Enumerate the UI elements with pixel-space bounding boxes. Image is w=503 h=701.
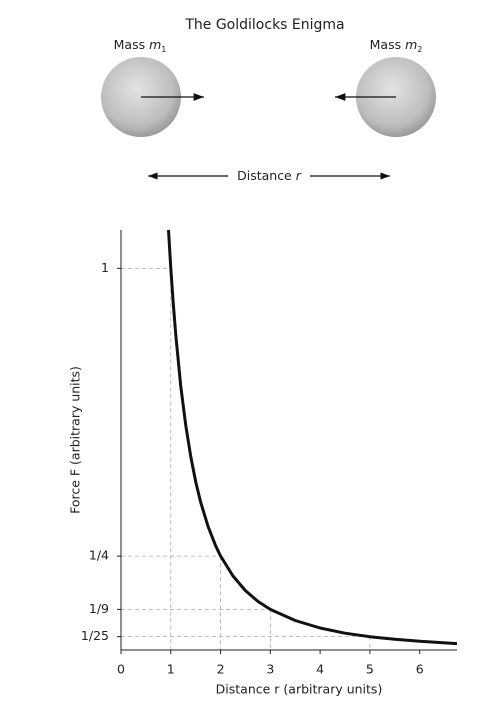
title: The Goldilocks Enigma <box>184 17 344 33</box>
mass-word: Mass <box>370 37 401 52</box>
y-tick-label: 1/25 <box>81 628 109 643</box>
mass-label: Mass m2 <box>370 37 423 54</box>
y-tick-label: 1/4 <box>89 548 109 563</box>
x-tick-label: 0 <box>117 662 125 677</box>
force-curve <box>169 230 458 644</box>
x-tick-label: 1 <box>167 662 175 677</box>
y-tick-label: 1/9 <box>89 601 109 616</box>
distance-word: Distance <box>237 168 292 183</box>
x-tick-label: 6 <box>416 662 424 677</box>
x-tick-label: 5 <box>366 662 374 677</box>
distance-symbol: r <box>296 168 302 183</box>
x-axis-label: Distance r (arbitrary units) <box>216 682 383 697</box>
mass-subscript: 1 <box>161 45 166 54</box>
distance-label: Distance r <box>237 168 302 183</box>
x-tick-label: 2 <box>217 662 225 677</box>
mass-symbol: m <box>405 37 417 52</box>
x-tick-label: 3 <box>266 662 274 677</box>
plot: 1 1/4 1/9 1/25 0 1 2 3 4 5 6 Distance r (arbitrary … <box>68 230 458 697</box>
mass-subscript: 2 <box>417 45 422 54</box>
mass-word: Mass <box>114 37 145 52</box>
mass-label: Mass m1 <box>114 37 167 54</box>
mass-symbol: m <box>149 37 161 52</box>
x-tick-label: 4 <box>316 662 324 677</box>
y-axis-label: Force F (arbitrary units) <box>68 366 83 514</box>
figure: The Goldilocks Enigma Mass m1 Mass m2 Di… <box>0 0 503 701</box>
y-tick-label: 1 <box>101 260 109 275</box>
